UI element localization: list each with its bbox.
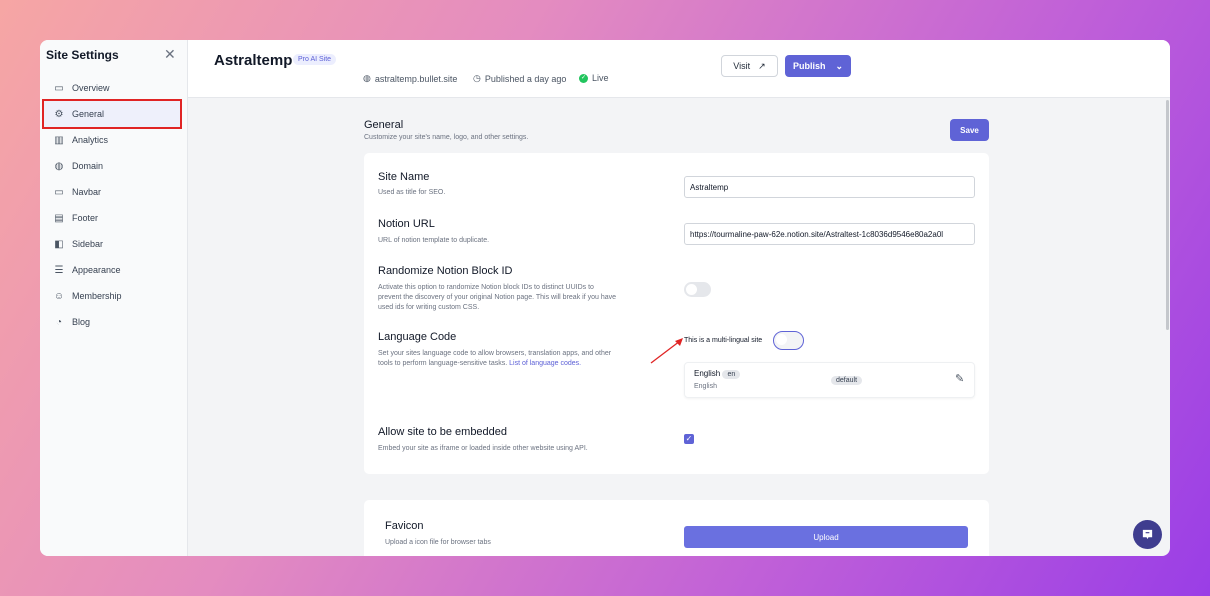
notion-url-input[interactable] <box>684 223 975 245</box>
embed-label: Allow site to be embedded <box>378 426 508 438</box>
multilingual-toggle[interactable] <box>773 331 804 350</box>
sidebar-item-label: Appearance <box>72 265 121 275</box>
scrollbar[interactable] <box>1166 100 1169 330</box>
gear-icon: ⚙ <box>54 108 64 120</box>
section-subtitle: Customize your site's name, logo, and ot… <box>364 134 529 141</box>
check-circle-icon: ✓ <box>579 73 588 83</box>
sidebar-item-blog[interactable]: ◔ Blog <box>44 309 180 335</box>
sidebar: Site Settings ✕ ▭ Overview ⚙ General ▥ Anal… <box>40 40 188 556</box>
language-name: English <box>694 369 721 378</box>
sidebar-item-label: Analytics <box>72 135 109 145</box>
site-header <box>188 40 1170 98</box>
sidebar-item-analytics[interactable]: ▥ Analytics <box>44 127 180 153</box>
favicon-label: Favicon <box>385 520 424 532</box>
blog-icon: ◔ <box>55 316 63 328</box>
favicon-card: Favicon Upload a icon file for browser t… <box>364 500 989 556</box>
randomize-label: Randomize Notion Block ID <box>378 265 513 277</box>
section-title: General <box>364 119 404 131</box>
language-codes-link[interactable]: List of language codes. <box>509 360 582 367</box>
save-button[interactable]: Save <box>950 119 989 141</box>
language-label: Language Code <box>378 331 457 343</box>
status-text: Live <box>592 73 609 83</box>
randomize-toggle[interactable] <box>684 282 711 297</box>
bar-chart-icon: ▥ <box>54 134 64 146</box>
site-name-desc: Used as title for SEO. <box>378 189 446 196</box>
language-subname: English <box>694 383 717 390</box>
red-arrow-annotation <box>650 338 683 364</box>
visit-label: Visit <box>733 61 751 71</box>
language-desc-text: Set your sites language code to allow br… <box>378 350 612 367</box>
upload-button[interactable]: Upload <box>684 526 968 548</box>
footer-layout-icon: ▤ <box>54 212 64 224</box>
published-info: ◷ Published a day ago <box>473 73 566 84</box>
site-name-label: Site Name <box>378 171 430 183</box>
sidebar-item-label: Navbar <box>72 187 102 197</box>
sidebar-item-membership[interactable]: ☺ Membership <box>44 283 180 309</box>
visit-button[interactable]: Visit ↗ <box>721 55 778 77</box>
close-icon[interactable]: ✕ <box>164 46 176 62</box>
site-title: Astraltemp <box>214 52 293 69</box>
presentation-icon: ▭ <box>54 82 64 94</box>
sidebar-item-appearance[interactable]: ☰ Appearance <box>44 257 180 283</box>
language-entry: English en English default ✎ <box>684 362 975 398</box>
sidebar-item-general[interactable]: ⚙ General <box>42 99 182 129</box>
plan-badge: Pro AI Site <box>293 54 337 65</box>
globe-icon: ◍ <box>363 73 371 83</box>
sidebar-item-label: Blog <box>72 317 91 327</box>
chat-icon <box>1142 529 1153 540</box>
sidebar-item-label: General <box>72 109 105 119</box>
published-text: Published a day ago <box>484 73 567 84</box>
sidebar-item-footer[interactable]: ▤ Footer <box>44 205 180 231</box>
app-window: Site Settings ✕ ▭ Overview ⚙ General ▥ Anal… <box>40 40 1170 556</box>
sliders-icon: ☰ <box>54 264 64 276</box>
chat-button[interactable] <box>1133 520 1162 549</box>
sidebar-item-navbar[interactable]: ▭ Navbar <box>44 179 180 205</box>
favicon-desc: Upload a icon file for browser tabs <box>385 539 491 546</box>
live-status: ✓ Live <box>579 73 609 83</box>
sidebar-layout-icon: ◧ <box>54 238 64 250</box>
globe-icon: ◍ <box>54 160 64 172</box>
notion-url-desc: URL of notion template to duplicate. <box>378 237 490 244</box>
chevron-down-icon[interactable]: ⌄ <box>835 60 843 71</box>
site-domain[interactable]: ◍ astraltemp.bullet.site <box>363 73 457 84</box>
settings-card: Site Name Used as title for SEO. Notion … <box>364 153 989 474</box>
sidebar-item-overview[interactable]: ▭ Overview <box>44 75 180 101</box>
site-name-input[interactable] <box>684 176 975 198</box>
sidebar-item-label: Overview <box>72 83 110 93</box>
sidebar-item-label: Footer <box>72 213 99 223</box>
monitor-icon: ▭ <box>54 186 64 198</box>
sidebar-item-domain[interactable]: ◍ Domain <box>44 153 180 179</box>
embed-desc: Embed your site as iframe or loaded insi… <box>378 445 588 452</box>
users-icon: ☺ <box>53 290 65 302</box>
sidebar-item-label: Domain <box>72 161 104 171</box>
default-pill: default <box>831 376 863 385</box>
external-link-icon: ↗ <box>758 60 766 71</box>
embed-checkbox[interactable]: ✓ <box>684 434 694 444</box>
publish-label: Publish <box>793 61 826 71</box>
language-code-pill: en <box>722 370 741 379</box>
sidebar-item-label: Membership <box>72 291 122 301</box>
language-name-row: English en <box>694 369 741 379</box>
sidebar-item-label: Sidebar <box>72 239 104 249</box>
domain-text: astraltemp.bullet.site <box>374 73 458 84</box>
clock-icon: ◷ <box>473 73 481 83</box>
randomize-desc: Activate this option to randomize Notion… <box>378 284 616 311</box>
publish-button[interactable]: Publish ⌄ <box>785 55 851 77</box>
notion-url-label: Notion URL <box>378 218 435 230</box>
language-desc: Set your sites language code to allow br… <box>378 349 618 369</box>
sidebar-item-sidebar[interactable]: ◧ Sidebar <box>44 231 180 257</box>
edit-icon[interactable]: ✎ <box>955 373 965 385</box>
sidebar-title: Site Settings <box>46 48 119 62</box>
multilingual-label: This is a multi-lingual site <box>684 337 763 344</box>
